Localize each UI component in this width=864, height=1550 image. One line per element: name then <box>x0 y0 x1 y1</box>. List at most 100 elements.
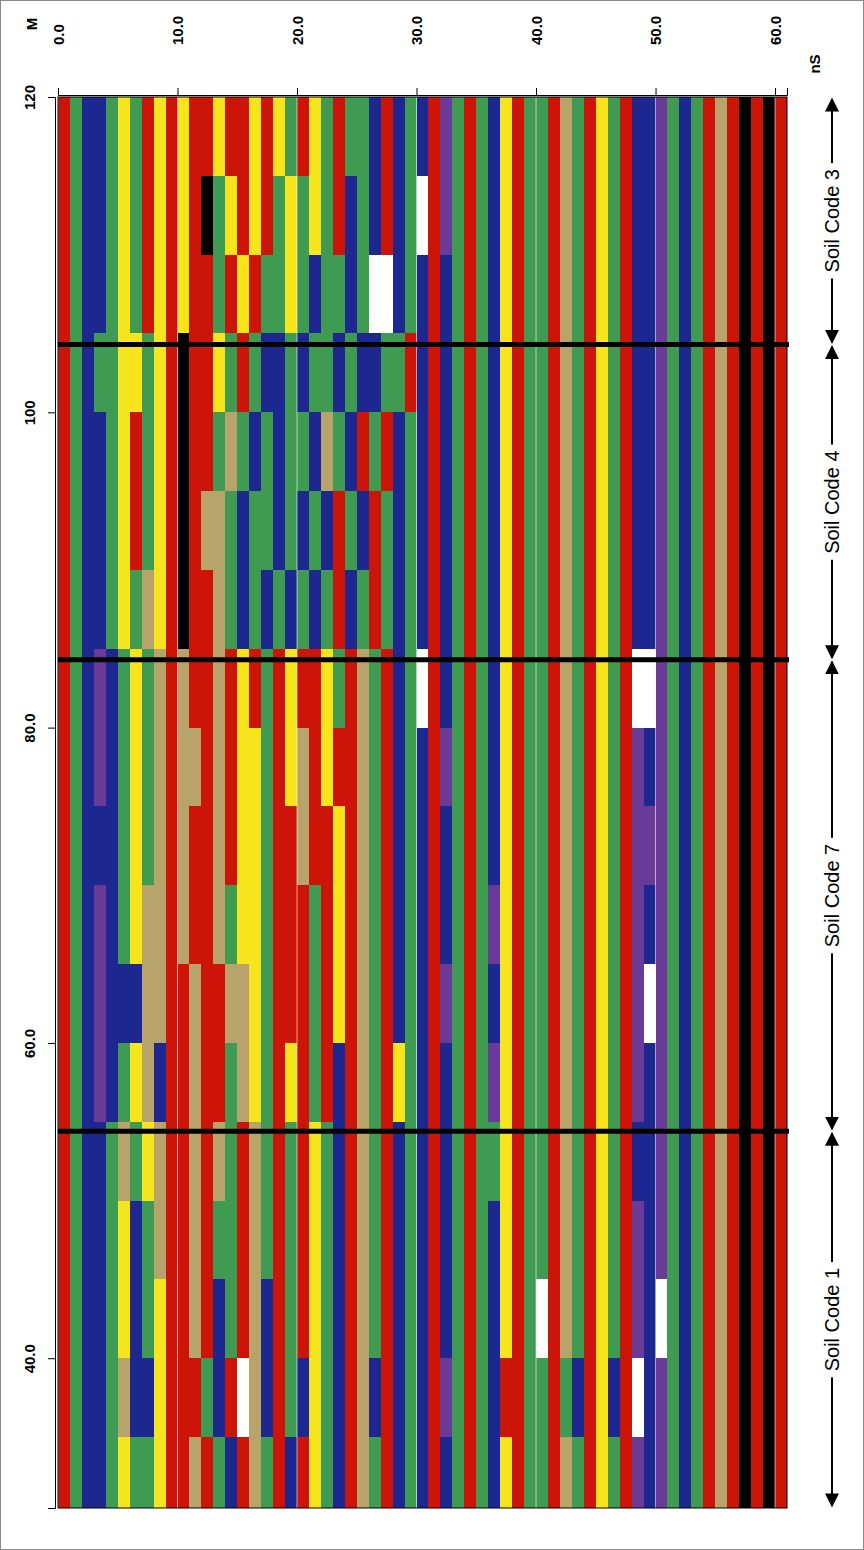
cell <box>739 964 751 1043</box>
cell <box>751 97 763 176</box>
cell <box>512 1279 524 1358</box>
cell <box>249 1358 261 1437</box>
cell <box>189 97 201 176</box>
cell <box>178 1437 190 1508</box>
cell <box>405 412 417 491</box>
cell <box>225 1437 237 1508</box>
cell <box>261 255 273 334</box>
cell <box>428 806 440 885</box>
cell <box>345 97 357 176</box>
cell <box>393 491 405 570</box>
cell <box>500 885 512 964</box>
cell <box>656 806 668 885</box>
cell <box>727 491 739 570</box>
cell <box>94 255 106 334</box>
cell <box>309 1043 321 1122</box>
cell <box>500 570 512 649</box>
cell <box>405 1358 417 1437</box>
cell <box>58 1437 70 1508</box>
cell <box>405 806 417 885</box>
cell <box>154 491 166 570</box>
cell <box>715 1437 727 1508</box>
cell <box>703 97 715 176</box>
cell <box>620 412 632 491</box>
cell <box>703 412 715 491</box>
cell <box>154 1358 166 1437</box>
cell <box>632 1043 644 1122</box>
cell <box>82 1279 94 1358</box>
cell <box>130 570 142 649</box>
cell <box>727 806 739 885</box>
cell <box>201 412 213 491</box>
cell <box>70 412 82 491</box>
cell <box>417 412 429 491</box>
cell <box>476 97 488 176</box>
cell <box>464 1279 476 1358</box>
zone-arrow <box>831 560 833 658</box>
cell <box>345 176 357 255</box>
cell <box>488 255 500 334</box>
cell <box>142 176 154 255</box>
cell <box>309 570 321 649</box>
cell <box>452 1201 464 1280</box>
cell <box>82 1201 94 1280</box>
cell <box>464 1043 476 1122</box>
cell <box>118 176 130 255</box>
cell <box>620 255 632 334</box>
cell <box>405 885 417 964</box>
x-tick-mark <box>178 88 179 95</box>
cell <box>703 885 715 964</box>
cell <box>285 1437 297 1508</box>
cell <box>405 176 417 255</box>
cell <box>667 1437 679 1508</box>
cell <box>632 176 644 255</box>
cell <box>632 1279 644 1358</box>
cell <box>584 1279 596 1358</box>
cell <box>273 97 285 176</box>
cell <box>644 176 656 255</box>
cell <box>369 1043 381 1122</box>
cell <box>201 176 213 255</box>
cell <box>58 806 70 885</box>
cell <box>333 1358 345 1437</box>
cell <box>524 1437 536 1508</box>
cell <box>58 176 70 255</box>
cell <box>679 885 691 964</box>
cell <box>285 1279 297 1358</box>
zone-arrow <box>831 662 833 838</box>
cell <box>524 885 536 964</box>
cell <box>500 97 512 176</box>
cell <box>644 1201 656 1280</box>
cell <box>464 885 476 964</box>
cell <box>763 1201 775 1280</box>
cell <box>94 570 106 649</box>
cell <box>154 885 166 964</box>
cell <box>572 97 584 176</box>
cell <box>620 885 632 964</box>
cell <box>488 806 500 885</box>
cell <box>321 97 333 176</box>
zone-boundary <box>58 342 789 347</box>
cell <box>464 570 476 649</box>
cell <box>596 1201 608 1280</box>
cell <box>428 728 440 807</box>
cell <box>333 1043 345 1122</box>
cell <box>178 885 190 964</box>
cell <box>393 806 405 885</box>
cell <box>751 728 763 807</box>
cell <box>596 728 608 807</box>
cell <box>369 1437 381 1508</box>
cell <box>118 806 130 885</box>
cell <box>130 1279 142 1358</box>
cell <box>309 97 321 176</box>
cell <box>321 964 333 1043</box>
cell <box>620 1279 632 1358</box>
cell <box>213 570 225 649</box>
zone-arrow <box>831 278 833 342</box>
cell <box>166 806 178 885</box>
cell <box>656 1279 668 1358</box>
cell <box>596 885 608 964</box>
y-tick-label: 60.0 <box>21 1029 38 1058</box>
cell <box>452 1437 464 1508</box>
cell <box>667 1279 679 1358</box>
